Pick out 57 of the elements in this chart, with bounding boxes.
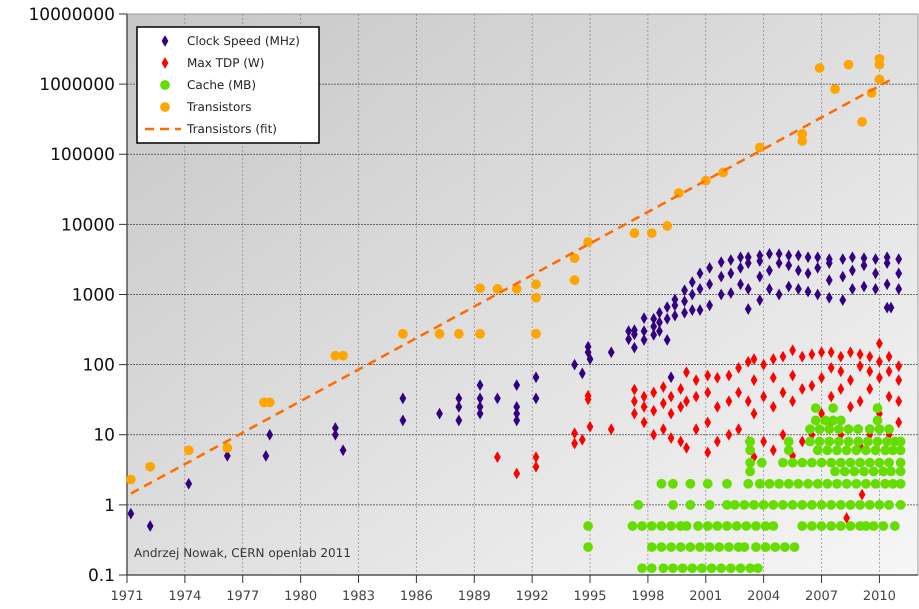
point <box>398 328 408 339</box>
point <box>222 442 232 453</box>
point <box>814 63 824 73</box>
legend-label: Clock Speed (MHz) <box>187 34 300 48</box>
point <box>531 328 541 339</box>
y-tick-label: 10 <box>93 426 115 446</box>
y-tick-label: 100 <box>82 356 115 376</box>
x-tick-label: 1971 <box>110 589 144 604</box>
y-tick-label: 1000000 <box>39 75 115 96</box>
point <box>475 328 485 339</box>
y-tick-label: 1000 <box>72 285 115 306</box>
x-tick-label: 1995 <box>573 589 607 604</box>
x-tick-label: 1986 <box>400 589 433 604</box>
x-tick-label: 1974 <box>168 589 202 604</box>
x-tick-label: 1989 <box>458 589 491 604</box>
x-tick-label: 1998 <box>631 589 664 604</box>
point <box>126 474 136 484</box>
y-tick-label: 1 <box>104 496 115 516</box>
x-tick-label: 2001 <box>689 589 722 604</box>
point <box>630 228 640 238</box>
point <box>646 228 657 238</box>
point <box>583 237 593 247</box>
point <box>857 116 867 127</box>
point <box>754 142 765 152</box>
point <box>434 328 444 339</box>
legend-label: Max TDP (W) <box>187 56 264 70</box>
x-tick-label: 2010 <box>862 589 896 604</box>
point <box>874 74 884 84</box>
point <box>570 275 580 286</box>
y-tick-label: 0.1 <box>88 566 115 586</box>
x-tick-label: 1992 <box>516 589 549 604</box>
point <box>662 221 672 231</box>
point <box>531 292 541 303</box>
x-tick-label: 1983 <box>342 589 376 604</box>
x-tick-label: 2004 <box>747 589 780 604</box>
point <box>797 136 808 146</box>
legend-label: Cache (MB) <box>187 78 256 92</box>
point <box>830 84 840 94</box>
annotation: Andrzej Nowak, CERN openlab 2011 <box>134 546 351 560</box>
point <box>145 462 156 472</box>
x-tick-label: 2007 <box>804 589 838 604</box>
x-tick-label: 1977 <box>226 589 260 604</box>
legend-label: Transistors (fit) <box>186 122 277 136</box>
point <box>475 283 485 294</box>
point <box>570 253 580 264</box>
point <box>338 350 348 361</box>
y-tick-label: 100000 <box>50 145 115 166</box>
point <box>531 279 541 290</box>
y-tick-label: 10000 <box>60 215 115 236</box>
point <box>492 284 502 294</box>
point <box>512 284 522 294</box>
point <box>454 328 464 339</box>
point <box>844 60 854 70</box>
legend-label: Transistors <box>186 100 252 114</box>
x-tick-label: 1980 <box>284 589 318 604</box>
y-tick-label: 10000000 <box>28 4 115 25</box>
point <box>184 445 194 456</box>
